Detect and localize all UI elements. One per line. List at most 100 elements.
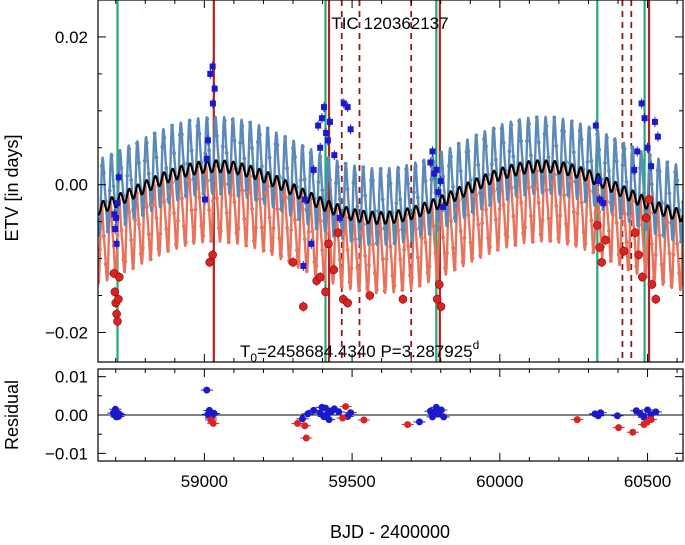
- secondary-model-sample: [277, 236, 282, 241]
- primary-point: [211, 85, 218, 92]
- primary-model-sample: [361, 165, 366, 170]
- primary-model-sample: [657, 169, 662, 174]
- primary-model-sample: [211, 181, 215, 185]
- top-axis-ticks: −0.02 0.00 0.02: [45, 0, 683, 362]
- primary-residual: [298, 415, 306, 423]
- secondary-model-sample: [312, 260, 317, 265]
- secondary-model-sample: [659, 262, 664, 267]
- secondary-model-sample: [164, 227, 169, 232]
- primary-model-sample: [357, 236, 362, 241]
- top-panel: −0.02 0.00 0.02: [45, 0, 684, 363]
- bottom-axis-ticks: 59000 59500 60000 60500 −0.01 0.00 0.01: [45, 368, 683, 491]
- secondary-point: [651, 294, 661, 304]
- primary-model-sample: [421, 159, 426, 164]
- primary-model-sample: [404, 167, 408, 172]
- secondary-model-sample: [265, 183, 270, 188]
- secondary-point: [114, 272, 124, 282]
- y-axis-title-top: ETV [in days]: [2, 134, 22, 241]
- primary-model-sample: [195, 124, 200, 129]
- primary-model-sample: [511, 154, 516, 159]
- primary-model-sample: [614, 159, 619, 164]
- secondary-model-sample: [150, 203, 155, 207]
- secondary-model-sample: [302, 237, 307, 241]
- primary-point: [427, 159, 434, 166]
- primary-model-sample: [142, 158, 147, 163]
- primary-point: [115, 174, 122, 181]
- primary-residual: [440, 413, 448, 421]
- secondary-model-sample: [484, 207, 488, 212]
- primary-model-sample: [172, 151, 176, 155]
- primary-model-sample: [117, 152, 122, 157]
- secondary-model-sample: [614, 220, 619, 225]
- secondary-model-sample: [162, 200, 167, 204]
- secondary-model-sample: [105, 271, 110, 276]
- secondary-model-sample: [624, 240, 629, 245]
- secondary-model-sample: [384, 257, 389, 261]
- secondary-model-sample: [300, 206, 305, 211]
- primary-point: [344, 104, 351, 111]
- secondary-model-sample: [556, 236, 561, 241]
- primary-model-sample: [242, 156, 247, 161]
- secondary-model-sample: [433, 251, 438, 256]
- secondary-model-sample: [285, 226, 290, 230]
- secondary-model-sample: [131, 266, 136, 271]
- secondary-residual: [293, 419, 301, 427]
- primary-model-sample: [536, 140, 541, 145]
- primary-model-sample: [265, 126, 270, 131]
- secondary-model-sample: [392, 283, 397, 288]
- primary-model-sample: [137, 160, 141, 165]
- primary-model-sample: [218, 191, 223, 196]
- primary-model-sample: [669, 221, 674, 225]
- secondary-point: [110, 287, 120, 297]
- primary-model-sample: [374, 241, 379, 245]
- secondary-model-sample: [665, 220, 670, 225]
- primary-model-sample: [293, 155, 297, 159]
- primary-point: [595, 178, 602, 184]
- primary-model-sample: [291, 146, 295, 150]
- primary-model-sample: [176, 194, 180, 199]
- primary-model-sample: [636, 223, 641, 228]
- top-panel-frame: [97, 0, 684, 363]
- primary-model-sample: [462, 212, 467, 216]
- primary-point: [113, 240, 120, 247]
- primary-model-sample: [605, 136, 609, 140]
- secondary-model-sample: [359, 230, 364, 235]
- primary-model-sample: [566, 192, 570, 197]
- primary-model-sample: [316, 180, 321, 185]
- secondary-model-sample: [589, 218, 594, 223]
- secondary-model-sample: [657, 233, 662, 238]
- secondary-model-sample: [501, 203, 506, 207]
- secondary-model-sample: [523, 225, 527, 230]
- secondary-model-sample: [679, 282, 683, 286]
- primary-point: [204, 137, 211, 144]
- secondary-model-sample: [269, 248, 274, 253]
- secondary-model-sample: [361, 222, 366, 227]
- period-superscript: d: [473, 338, 480, 352]
- secondary-model-sample: [133, 218, 137, 222]
- secondary-model-sample: [515, 195, 520, 200]
- primary-model-sample: [335, 164, 340, 169]
- chart-title: TIC 120362137: [331, 14, 448, 33]
- primary-model-sample: [642, 190, 646, 195]
- primary-model-sample: [193, 187, 198, 191]
- primary-model-sample: [398, 197, 403, 202]
- secondary-model-sample: [566, 239, 570, 244]
- secondary-model-sample: [458, 229, 463, 233]
- primary-point: [300, 262, 307, 269]
- secondary-model-sample: [236, 226, 241, 231]
- secondary-model-sample: [101, 234, 106, 238]
- primary-model-sample: [232, 138, 237, 143]
- secondary-residual: [573, 416, 581, 424]
- primary-residual: [613, 412, 621, 420]
- secondary-model-sample: [536, 200, 541, 205]
- primary-point: [301, 196, 308, 203]
- primary-residual: [652, 408, 660, 416]
- secondary-model-sample: [119, 228, 124, 233]
- primary-model-sample: [525, 139, 529, 143]
- primary-model-sample: [224, 151, 229, 155]
- primary-model-sample: [673, 170, 678, 174]
- primary-model-sample: [133, 201, 137, 206]
- primary-model-sample: [345, 187, 350, 192]
- primary-point: [201, 196, 208, 203]
- primary-model-sample: [640, 158, 644, 163]
